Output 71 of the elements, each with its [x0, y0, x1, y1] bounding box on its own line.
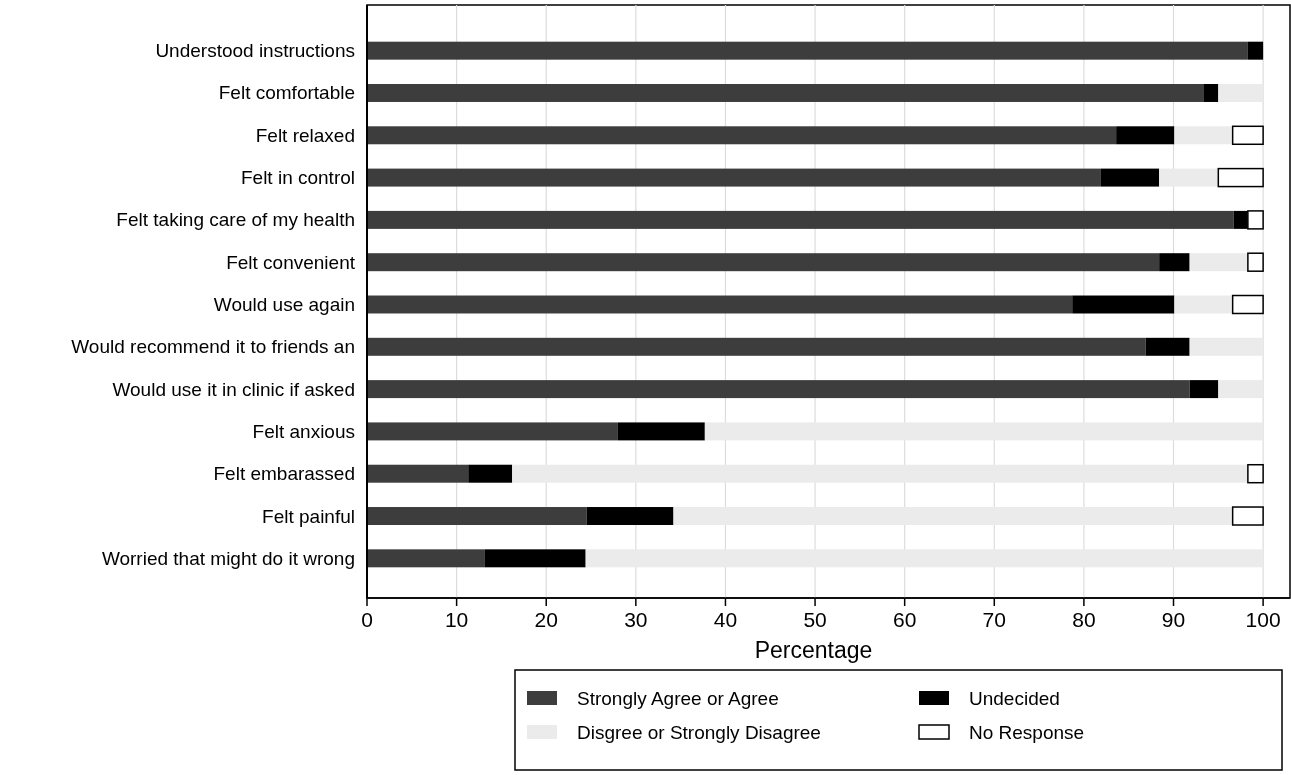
x-tick-label: 100: [1245, 608, 1281, 631]
bar: [617, 422, 705, 441]
bar: [1247, 463, 1264, 484]
bar: [367, 41, 1248, 60]
bar: [1247, 252, 1264, 272]
legend-label: Disgree or Strongly Disagree: [577, 721, 821, 743]
x-tick-label: 60: [892, 608, 917, 631]
bar: [367, 168, 1101, 187]
x-tick-label: 10: [444, 608, 469, 631]
bar: [1189, 380, 1219, 399]
bar: [1145, 337, 1190, 356]
y-tick-label: Understood instructions: [155, 40, 355, 62]
bar: [1159, 253, 1190, 272]
x-tick-label: 30: [624, 608, 648, 631]
bar: [367, 380, 1190, 399]
bar: [367, 337, 1146, 356]
x-tick-label: 0: [361, 608, 373, 631]
x-tick-label: 40: [713, 608, 738, 631]
y-tick-label: Felt relaxed: [255, 124, 355, 146]
y-tick-label: Felt in control: [240, 167, 355, 189]
bar: [367, 126, 1117, 145]
bar: [484, 549, 586, 568]
bar: [367, 464, 469, 483]
x-tick-label: 70: [982, 608, 1006, 631]
y-tick-label: Would use it in clinic if asked: [112, 378, 355, 400]
y-tick-label: Felt convenient: [226, 251, 356, 273]
legend-label: Undecided: [969, 687, 1060, 709]
y-tick-label: Would recommend it to friends an: [71, 336, 355, 358]
bar: [1159, 168, 1219, 187]
bar: [1100, 168, 1160, 187]
bar: [1231, 294, 1264, 315]
bar: [1218, 380, 1264, 399]
legend-label: No Response: [969, 721, 1085, 743]
bar: [367, 253, 1160, 272]
y-tick-label: Felt painful: [262, 505, 355, 527]
bar: [585, 549, 1264, 568]
y-tick-label: Felt taking care of my health: [116, 209, 355, 231]
bar: [1189, 337, 1264, 356]
bar: [1218, 83, 1264, 102]
x-tick-label: 50: [803, 608, 827, 631]
x-tick-label: 20: [534, 608, 558, 631]
bar: [1231, 125, 1264, 146]
bar: [1072, 295, 1175, 314]
bar: [468, 464, 513, 483]
bar: [367, 422, 618, 441]
bar: [673, 507, 1233, 526]
x-axis-title: Percentage: [754, 637, 873, 663]
bar: [1174, 295, 1233, 314]
bar: [512, 464, 1248, 483]
y-tick-label: Felt comfortable: [218, 82, 355, 104]
y-tick-label: Felt anxious: [252, 420, 355, 442]
bar: [367, 507, 587, 526]
y-tick-label: Worried that might do it wrong: [101, 547, 355, 569]
x-tick-label: 80: [1072, 608, 1096, 631]
bar: [1231, 506, 1264, 526]
bar: [1203, 83, 1219, 102]
bar: [1217, 167, 1264, 188]
bar: [367, 83, 1204, 102]
bar: [1116, 126, 1175, 145]
bar: [1247, 41, 1264, 60]
bar: [1174, 126, 1233, 145]
bar: [1189, 253, 1248, 272]
bar: [367, 210, 1234, 229]
bar: [704, 422, 1264, 441]
bar: [367, 549, 485, 568]
x-tick-label: 90: [1161, 608, 1186, 631]
bar: [586, 507, 674, 526]
bar: [367, 295, 1073, 314]
y-tick-label: Would use again: [213, 294, 355, 315]
legend-label: Strongly Agree or Agree: [577, 687, 779, 709]
y-tick-label: Felt embarassed: [213, 463, 355, 485]
